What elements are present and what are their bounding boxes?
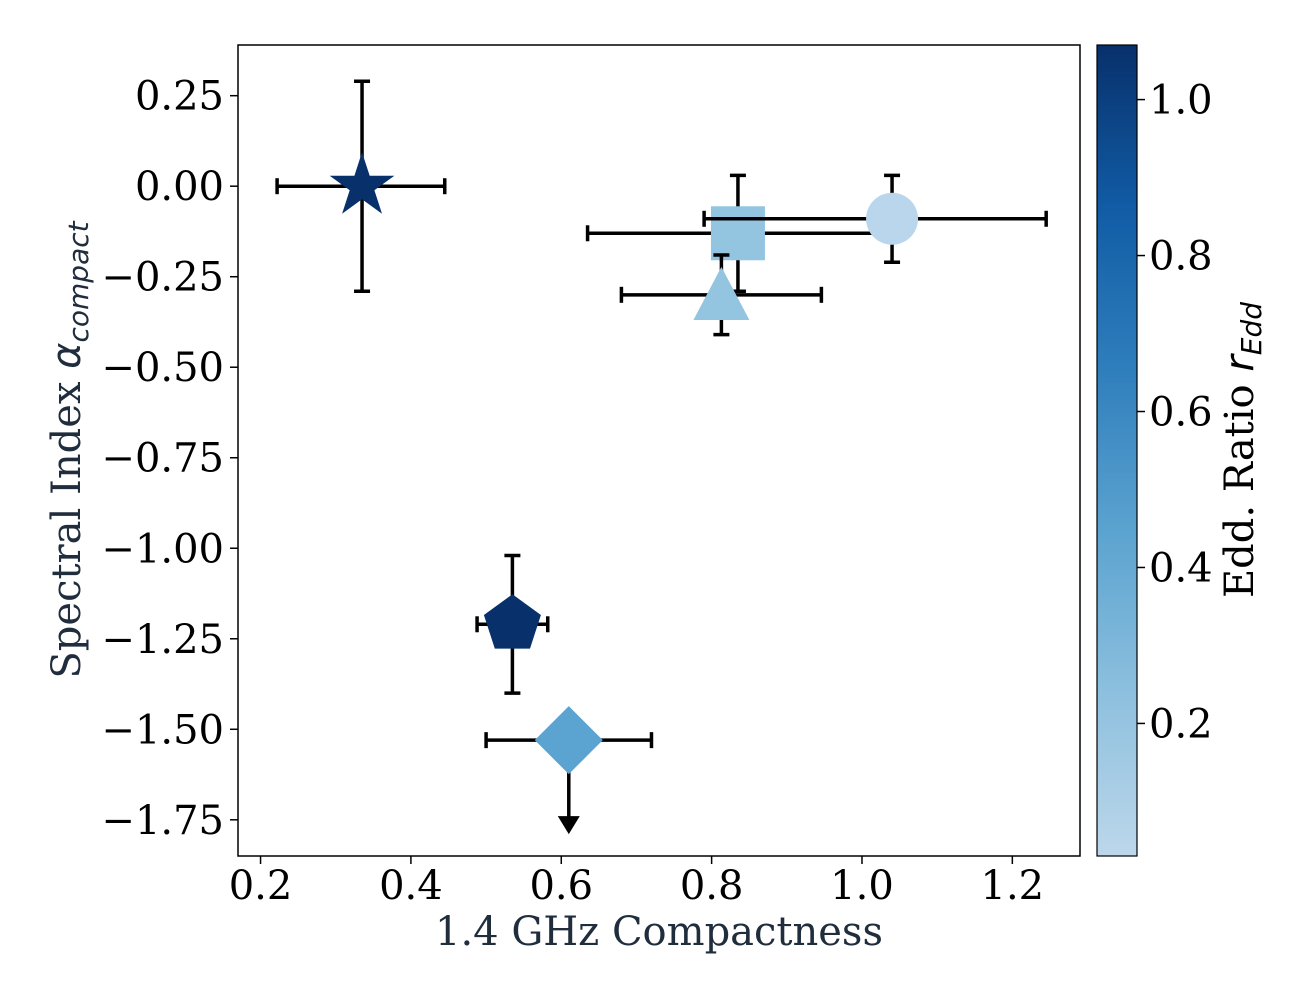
colorbar-ticks: 0.2 0.4 0.6 0.8 1.0 xyxy=(1137,78,1213,747)
point-circle xyxy=(702,173,1048,264)
point-triangle xyxy=(619,253,824,337)
x-axis-ticks: 0.2 0.4 0.6 0.8 1.0 1.2 xyxy=(229,856,1044,909)
y-tick-label: −1.00 xyxy=(101,526,224,572)
x-tick-label: 1.0 xyxy=(830,863,894,909)
colorbar-tick-label: 0.6 xyxy=(1149,390,1213,436)
alpha-subscript: compact xyxy=(62,220,95,342)
alpha-symbol: α xyxy=(44,342,90,368)
y-tick-label: −0.50 xyxy=(101,345,224,391)
y-tick-label: −1.25 xyxy=(101,617,224,663)
colorbar-tick-label: 0.4 xyxy=(1149,545,1213,591)
y-tick-label: −1.75 xyxy=(101,798,224,844)
circle-marker xyxy=(866,192,919,245)
triangle-marker xyxy=(693,266,750,321)
x-axis-label: 1.4 GHz Compactness xyxy=(435,909,883,955)
x-tick-label: 0.2 xyxy=(229,863,293,909)
y-axis-ticks: 0.25 0.00 −0.25 −0.50 −0.75 −1.00 −1.25 −1.50 −1… xyxy=(101,74,238,844)
upper-limit-arrow-head xyxy=(557,816,580,835)
square-marker xyxy=(710,206,765,261)
x-tick-label: 0.4 xyxy=(379,863,443,909)
colorbar-tick-label: 0.2 xyxy=(1149,701,1213,747)
y-tick-label: 0.25 xyxy=(135,74,224,120)
y-tick-label: −0.25 xyxy=(101,255,224,301)
point-diamond xyxy=(484,706,654,835)
point-pentagon xyxy=(475,553,550,695)
y-tick-label: −0.75 xyxy=(101,436,224,482)
colorbar-label: Edd. Ratio rEdd xyxy=(1217,302,1268,598)
data-points xyxy=(275,79,1048,835)
x-tick-label: 1.2 xyxy=(981,863,1045,909)
colorbar-tick-label: 1.0 xyxy=(1149,78,1213,124)
colorbar xyxy=(1096,44,1138,857)
y-axis-label: Spectral Index αcompact xyxy=(44,220,95,678)
y-tick-label: −1.50 xyxy=(101,707,224,753)
colorbar-tick-label: 0.8 xyxy=(1149,234,1213,280)
point-star xyxy=(275,79,447,293)
x-tick-label: 0.6 xyxy=(529,863,593,909)
r-symbol: r xyxy=(1217,353,1263,372)
diamond-marker xyxy=(534,706,603,775)
star-marker xyxy=(329,152,395,214)
y-tick-label: 0.00 xyxy=(135,164,224,210)
x-tick-label: 0.8 xyxy=(680,863,744,909)
edd-subscript: Edd xyxy=(1235,302,1268,355)
point-square xyxy=(585,173,891,293)
pentagon-marker xyxy=(483,594,541,649)
